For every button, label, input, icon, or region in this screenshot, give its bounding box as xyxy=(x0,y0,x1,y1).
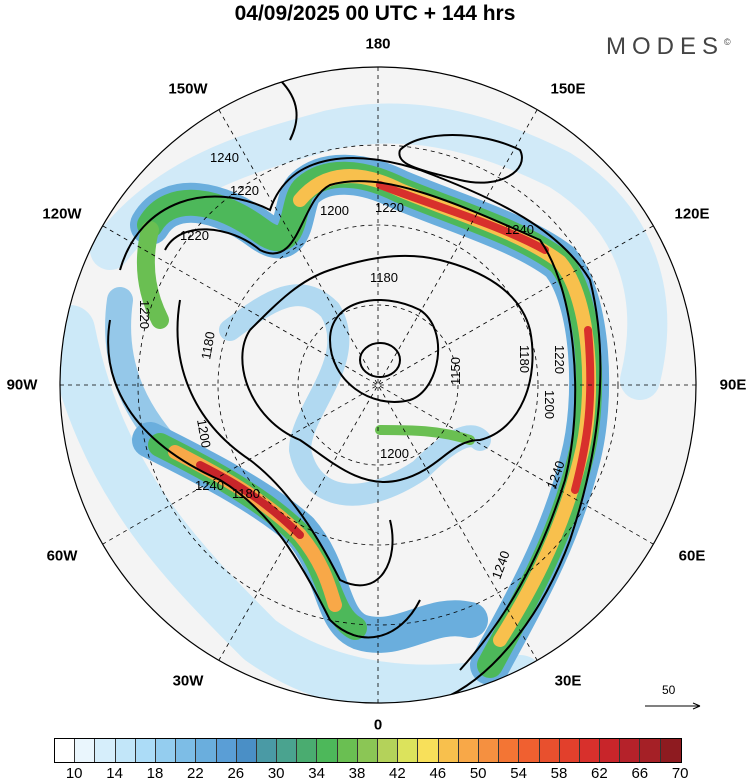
svg-text:1220: 1220 xyxy=(375,200,404,215)
colorbar-swatch xyxy=(539,739,560,762)
colorbar-swatch xyxy=(155,739,177,762)
colorbar-swatch xyxy=(458,739,479,762)
svg-text:1180: 1180 xyxy=(370,270,398,285)
colorbar-tick-label: 66 xyxy=(631,765,649,782)
colorbar-tick-label: 14 xyxy=(106,765,123,782)
colorbar-swatch xyxy=(378,739,399,762)
colorbar-swatch xyxy=(357,739,378,762)
colorbar-tick-label: 26 xyxy=(227,765,245,782)
colorbar-ticks: 10 14 18 22 26 30 34 38 42 46 50 54 58 62 66 70 xyxy=(0,765,750,782)
colorbar-swatch xyxy=(256,739,278,762)
colorbar-swatch xyxy=(398,739,419,762)
colorbar-tick-label: 34 xyxy=(308,765,325,782)
lon-label-30w: 30W xyxy=(172,672,204,690)
vector-scale-arrow-icon xyxy=(645,702,701,710)
lon-label-90e: 90E xyxy=(719,376,747,394)
svg-text:1180: 1180 xyxy=(198,330,218,360)
colorbar-tick-label: 54 xyxy=(510,765,527,782)
lon-label-150w: 150W xyxy=(168,80,208,98)
colorbar-swatch xyxy=(75,739,96,762)
colorbar-tick-label: 70 xyxy=(671,765,689,782)
lon-label-90w: 90W xyxy=(6,376,38,394)
jet-stream-atlantic xyxy=(132,422,488,653)
colorbar-swatch xyxy=(115,739,136,762)
colorbar-tick-label: 50 xyxy=(469,765,487,782)
contour-labels: 1240 1220 1200 1180 1220 1240 1220 1180 … xyxy=(137,150,568,581)
lon-label-30e: 30E xyxy=(554,672,582,690)
colorbar-swatch xyxy=(216,739,237,762)
colorbar-tick-label: 10 xyxy=(65,765,83,782)
svg-text:1150: 1150 xyxy=(448,357,463,385)
colorbar-swatch xyxy=(620,739,641,762)
colorbar-swatch xyxy=(176,739,197,762)
colorbar-swatch xyxy=(559,739,580,762)
colorbar-swatch xyxy=(660,739,681,762)
svg-text:1200: 1200 xyxy=(320,203,349,218)
colorbar-tick-label: 42 xyxy=(389,765,406,782)
colorbar-swatch xyxy=(135,739,156,762)
svg-text:1240: 1240 xyxy=(210,150,239,165)
colorbar-tick-label: 62 xyxy=(591,765,608,782)
colorbar-swatch xyxy=(55,739,76,762)
colorbar-swatch xyxy=(236,739,257,762)
colorbar-swatch xyxy=(418,739,439,762)
colorbar-swatch xyxy=(317,739,338,762)
colorbar-tick-label: 30 xyxy=(267,765,285,782)
colorbar-swatch xyxy=(297,739,318,762)
lon-label-60e: 60E xyxy=(678,547,706,565)
height-contours xyxy=(107,79,602,701)
lon-label-60w: 60W xyxy=(46,547,78,565)
wind-field: 1240 1220 1200 1180 1220 1240 1220 1180 … xyxy=(60,79,668,703)
colorbar-swatch xyxy=(579,739,601,762)
colorbar-swatch xyxy=(519,739,540,762)
colorbar-swatch xyxy=(95,739,116,762)
svg-text:1180: 1180 xyxy=(232,486,260,501)
colorbar-swatch xyxy=(600,739,621,762)
svg-text:1240: 1240 xyxy=(195,478,224,493)
colorbar xyxy=(54,738,682,763)
lon-label-180: 180 xyxy=(365,35,391,53)
svg-text:1240: 1240 xyxy=(505,222,534,237)
lon-label-120w: 120W xyxy=(42,205,82,223)
colorbar-tick-label: 46 xyxy=(429,765,447,782)
lon-label-0: 0 xyxy=(373,716,383,734)
colorbar-swatch xyxy=(337,739,358,762)
svg-text:1220: 1220 xyxy=(552,345,567,374)
colorbar-tick-label: 18 xyxy=(146,765,164,782)
vector-scale-label: 50 xyxy=(662,683,676,697)
svg-text:1200: 1200 xyxy=(194,418,214,449)
colorbar-swatch xyxy=(478,739,500,762)
colorbar-swatch xyxy=(640,739,661,762)
colorbar-swatch xyxy=(196,739,217,762)
colorbar-tick-label: 38 xyxy=(348,765,366,782)
graticule xyxy=(60,67,696,703)
colorbar-swatch xyxy=(499,739,520,762)
lon-label-150e: 150E xyxy=(550,80,586,98)
svg-text:1220: 1220 xyxy=(230,183,259,198)
svg-text:1200: 1200 xyxy=(542,390,557,419)
map-border xyxy=(59,66,697,704)
svg-text:1200: 1200 xyxy=(380,446,409,461)
lon-label-120e: 120E xyxy=(674,205,710,223)
colorbar-swatch xyxy=(277,739,298,762)
svg-text:1180: 1180 xyxy=(517,345,532,373)
svg-text:1220: 1220 xyxy=(180,228,209,243)
svg-text:1220: 1220 xyxy=(137,300,152,329)
colorbar-swatch xyxy=(438,739,459,762)
colorbar-tick-label: 22 xyxy=(187,765,204,782)
colorbar-tick-label: 58 xyxy=(550,765,568,782)
modes-logo: MODES© xyxy=(606,33,731,60)
map-title: 04/09/2025 00 UTC + 144 hrs xyxy=(234,2,516,25)
